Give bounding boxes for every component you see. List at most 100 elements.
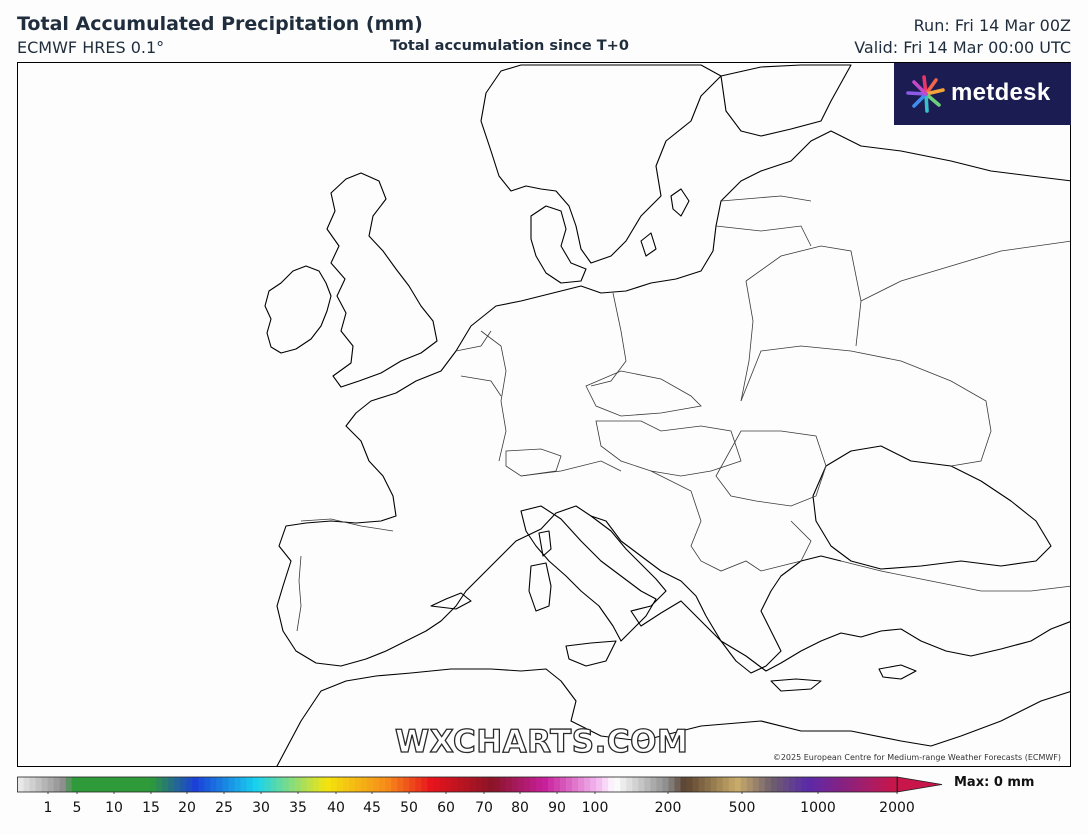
coast-balkans [590, 515, 707, 617]
colorbar-tick-label: 25 [215, 800, 233, 816]
colorbar-cell [77, 777, 85, 792]
colorbar-cell [469, 777, 476, 792]
colorbar-cell [276, 777, 284, 792]
border-turkey [840, 560, 1070, 592]
colorbar-tick-label: 2000 [879, 800, 915, 816]
colorbar-cell [95, 777, 103, 792]
colorbar-cell [487, 777, 495, 792]
colorbar-cell [324, 777, 332, 792]
border-baltics [715, 195, 812, 247]
colorbar-cell [246, 777, 253, 792]
colorbar-cell [891, 777, 898, 792]
coast-ireland [264, 265, 332, 354]
colorbar-cell [300, 777, 308, 792]
colorbar-cell [716, 777, 724, 792]
border-germany-poland [590, 292, 627, 387]
copyright-text: ©2025 European Centre for Medium-range W… [772, 753, 1061, 762]
colorbar-cell [107, 777, 115, 792]
max-value-label: Max: 0 mm [954, 775, 1035, 790]
coast-italy [520, 505, 657, 642]
colorbar-cell [318, 777, 326, 792]
valid-time: Valid: Fri 14 Mar 00:00 UTC [854, 38, 1071, 57]
colorbar-cell [764, 777, 772, 792]
colorbar-cell [35, 777, 43, 792]
colorbar-cell [125, 777, 133, 792]
chart-title: Total Accumulated Precipitation (mm) [17, 13, 423, 35]
run-time: Run: Fri 14 Mar 00Z [913, 16, 1071, 35]
coast-balearics [430, 592, 472, 610]
coast-greece [705, 555, 842, 674]
colorbar-cell [529, 777, 537, 792]
map-panel [17, 62, 1071, 767]
coast-crete [770, 678, 822, 692]
colorbar-extend-arrow [896, 776, 943, 793]
colorbar-cell [801, 777, 808, 792]
colorbar-cell [596, 777, 603, 792]
colorbar-tick-label: 200 [654, 800, 682, 816]
colorbar-cell [584, 777, 591, 792]
colorbar-tick-label: 45 [363, 800, 381, 816]
colorbar-cell [662, 777, 669, 792]
colorbar-tick-label: 70 [475, 800, 493, 816]
colorbar-cell [807, 777, 814, 792]
colorbar-cell [770, 777, 778, 792]
colorbar-cell [481, 777, 489, 792]
colorbar-cell [349, 777, 356, 792]
colorbar-cell [216, 777, 223, 792]
colorbar-cell [294, 777, 302, 792]
colorbar-cell [397, 777, 404, 792]
colorbar-cell [222, 777, 229, 792]
colorbar-cell [150, 777, 157, 792]
colorbar-cell [17, 777, 24, 792]
colorbar-cell [855, 777, 862, 792]
colorbar-cell [789, 777, 796, 792]
colorbar-cell [29, 777, 36, 792]
colorbar-cell [734, 777, 742, 792]
colorbar-cell [578, 777, 585, 792]
colorbar-cell [885, 777, 892, 792]
colorbar-cell [306, 777, 314, 792]
colorbar-cell [565, 777, 573, 792]
colorbar-cell [342, 777, 350, 792]
colorbar-cell [113, 777, 121, 792]
model-name: ECMWF HRES 0.1° [17, 38, 165, 57]
colorbar-cell [330, 777, 338, 792]
colorbar-cell [198, 777, 205, 792]
colorbar-cell [234, 777, 241, 792]
colorbar-cell [282, 777, 290, 792]
colorbar-cell [837, 777, 844, 792]
colorbar-cell [210, 777, 217, 792]
colorbar-cell [782, 777, 790, 792]
colorbar-cell [553, 777, 561, 792]
colorbar-cell [41, 777, 49, 792]
colorbar-cell [499, 777, 507, 792]
colorbar-tick-label: 15 [142, 800, 160, 816]
colorbar-cell [23, 777, 30, 792]
border-belarus [745, 245, 862, 347]
colorbar-cell [439, 777, 446, 792]
colorbar-cell [710, 777, 718, 792]
colorbar-cell [463, 777, 470, 792]
colorbar-cell [722, 777, 730, 792]
colorbar-cell [391, 777, 398, 792]
colorbar-cell [813, 777, 820, 792]
metdesk-logo-text: metdesk [951, 79, 1051, 106]
colorbar-cell [831, 777, 838, 792]
colorbar-cell [65, 777, 73, 792]
colorbar-cell [873, 777, 880, 792]
colorbar-cell [421, 777, 428, 792]
colorbar-cell [638, 777, 645, 792]
colorbar-cell [258, 777, 266, 792]
colorbar-cell [680, 777, 687, 792]
colorbar-cell [704, 777, 712, 792]
colorbar-cell [385, 777, 392, 792]
colorbar-cell [144, 777, 151, 792]
colorbar-cell [180, 777, 187, 792]
colorbar-cell [355, 777, 362, 792]
colorbar-tick-label: 90 [548, 800, 566, 816]
border-romania [715, 430, 827, 507]
border-spain-portugal [296, 555, 302, 632]
colorbar-cell [119, 777, 127, 792]
colorbar-cell [47, 777, 55, 792]
colorbar-cell [475, 777, 483, 792]
